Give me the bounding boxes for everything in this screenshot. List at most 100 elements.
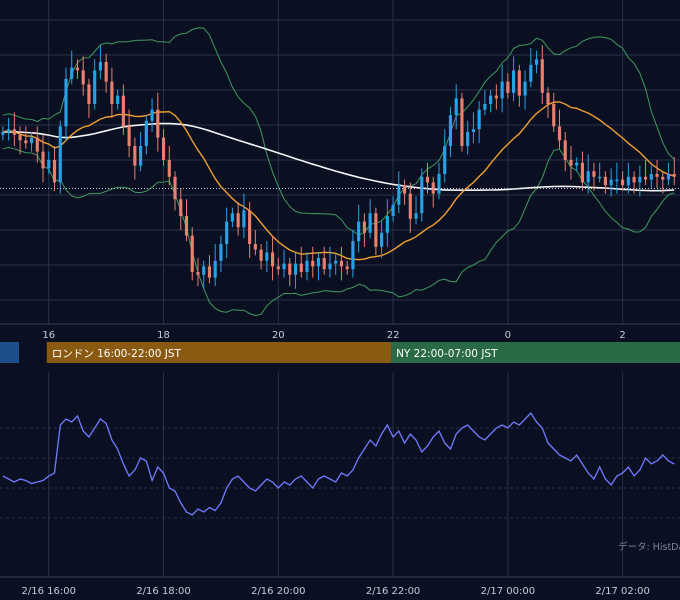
session-block [46, 342, 394, 363]
candle-body [661, 176, 665, 180]
candle-body [649, 174, 653, 180]
candle-body [316, 258, 321, 267]
candle-body [116, 95, 120, 104]
candle-body [179, 199, 183, 216]
candle-body [29, 137, 34, 144]
x-tick-label: 0 [505, 330, 511, 341]
candle-body [592, 171, 596, 177]
candle-body [167, 160, 171, 177]
candle-body [150, 109, 154, 121]
candle-body [219, 244, 223, 261]
candle-body [580, 162, 585, 183]
candle-body [632, 176, 636, 183]
candle-body [52, 160, 57, 183]
candle-body [225, 221, 229, 244]
candle-body [380, 232, 384, 247]
candle-body [1, 132, 5, 135]
candle-body [259, 249, 263, 261]
session-label: NY 22:00-07:00 JST [396, 348, 498, 360]
candle-body [282, 263, 286, 270]
session-block [391, 342, 680, 363]
source-note: データ: HistDa [618, 541, 680, 553]
candle-body [98, 62, 102, 71]
session-block-tokyo [0, 342, 19, 363]
price-panel-x-axis: 16 18 20 22 0 2 [0, 323, 680, 341]
candle-body [311, 260, 315, 267]
candle-body [190, 235, 194, 272]
candle-body [471, 129, 475, 132]
candle-body [655, 174, 659, 177]
candle-body [265, 252, 269, 261]
candle-body [557, 126, 562, 141]
candle-body [672, 174, 676, 177]
x-tick-label: 16 [42, 330, 55, 341]
candle-body [414, 213, 418, 219]
candle-body [563, 140, 567, 160]
candle-body [362, 221, 366, 233]
candle-body [420, 176, 424, 214]
x-tick-label: 2 [619, 330, 625, 341]
candle-body [477, 109, 481, 130]
x-tick-label: 2/16 18:00 [136, 586, 190, 597]
candle-body [425, 176, 430, 183]
indicator-panel-x-axis: 2/16 16:00 2/16 18:00 2/16 20:00 2/16 22:00… [0, 576, 680, 597]
bollinger-upper [2, 27, 675, 236]
candle-body [609, 179, 613, 186]
candle-body [144, 120, 148, 146]
candle-body [621, 179, 625, 186]
moving-averages [2, 101, 675, 261]
candle-body [523, 81, 527, 96]
candle-body [276, 266, 280, 270]
candle-body [357, 221, 361, 242]
ma-long-line [2, 122, 675, 192]
candle-body [12, 129, 16, 135]
candle-body [402, 185, 407, 194]
candle-body [437, 174, 441, 194]
x-tick-label: 22 [387, 330, 400, 341]
candle-body [529, 64, 533, 82]
candle-body [431, 182, 435, 194]
x-tick-label: 18 [157, 330, 170, 341]
indicator-line [2, 411, 675, 516]
candle-body [70, 67, 74, 79]
candle-body [448, 115, 453, 146]
candle-body [483, 104, 487, 110]
candle-body [368, 213, 372, 233]
candle-body [230, 213, 234, 222]
candle-body [35, 137, 39, 152]
candle-body [598, 176, 602, 179]
session-label: ロンドン 16:00-22:00 JST [52, 348, 182, 360]
candle-body [299, 263, 303, 272]
candle-body [546, 92, 550, 104]
indicator-series-line [2, 411, 675, 516]
candle-body [24, 140, 28, 144]
candle-body [133, 146, 137, 166]
candle-body [196, 272, 200, 275]
candle-body [626, 176, 630, 186]
candle-body [7, 129, 11, 132]
candle-body [110, 81, 114, 104]
candle-body [156, 109, 160, 138]
candle-body [81, 70, 85, 85]
candle-body [466, 132, 470, 146]
candle-body [121, 95, 125, 127]
candle-body [454, 98, 458, 116]
candle-body [345, 266, 349, 270]
candle-body [506, 81, 510, 93]
candle-body [87, 84, 91, 104]
candle-body [569, 160, 573, 166]
candle-body [139, 146, 143, 166]
x-tick-label: 20 [272, 330, 285, 341]
candle-body [408, 193, 412, 219]
candle-body [391, 204, 395, 216]
candle-body [322, 258, 326, 270]
candle-body [242, 210, 246, 228]
candle-body [293, 263, 298, 275]
candle-body [184, 216, 189, 236]
candle-body [615, 179, 619, 182]
candle-body [351, 241, 355, 270]
x-tick-label: 2/17 00:00 [481, 586, 535, 597]
candle-body [47, 160, 51, 169]
candle-body [643, 176, 648, 180]
candle-body [18, 134, 22, 141]
